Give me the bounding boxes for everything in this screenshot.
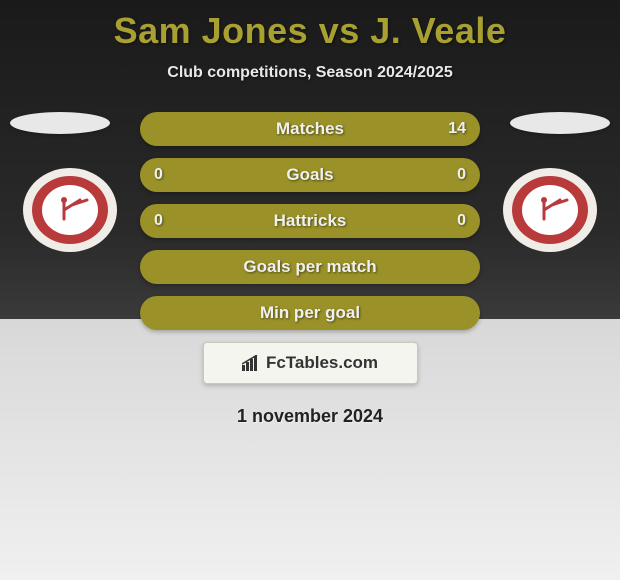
stat-label: Hattricks [274, 211, 347, 231]
stat-label: Matches [276, 119, 344, 139]
stat-label: Goals per match [243, 257, 376, 277]
stat-right-value: 0 [457, 166, 466, 184]
stat-row-goals: 0 Goals 0 [140, 158, 480, 192]
stat-right-value: 0 [457, 212, 466, 230]
flag-right [510, 112, 610, 134]
flag-left [10, 112, 110, 134]
page-title: Sam Jones vs J. Veale [0, 0, 620, 52]
club-badge-left [22, 167, 118, 253]
brand-box[interactable]: FcTables.com [203, 342, 418, 384]
bars-icon [242, 355, 262, 371]
stat-row-goals-per-match: Goals per match [140, 250, 480, 284]
stats-list: Matches 14 0 Goals 0 0 Hattricks 0 Goals… [140, 112, 480, 330]
comparison-content: Matches 14 0 Goals 0 0 Hattricks 0 Goals… [0, 112, 620, 427]
stat-label: Goals [286, 165, 333, 185]
stat-row-matches: Matches 14 [140, 112, 480, 146]
stat-right-value: 14 [448, 120, 466, 138]
stat-label: Min per goal [260, 303, 360, 323]
subtitle: Club competitions, Season 2024/2025 [0, 64, 620, 82]
stat-row-hattricks: 0 Hattricks 0 [140, 204, 480, 238]
stat-row-min-per-goal: Min per goal [140, 296, 480, 330]
stat-left-value: 0 [154, 212, 163, 230]
stat-left-value: 0 [154, 166, 163, 184]
club-badge-right [502, 167, 598, 253]
date-text: 1 november 2024 [0, 406, 620, 427]
brand-text: FcTables.com [266, 353, 378, 373]
brand-label: FcTables.com [242, 353, 378, 373]
